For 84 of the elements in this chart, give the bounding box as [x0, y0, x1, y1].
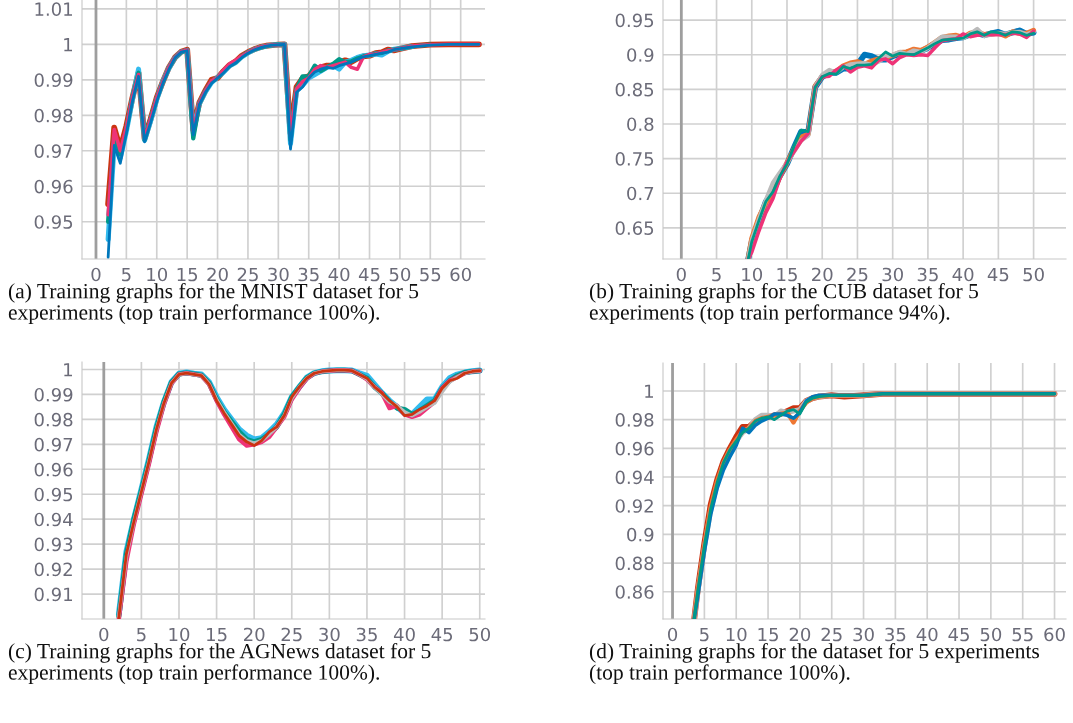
x-tick-label: 60 — [1044, 627, 1065, 642]
x-tick-label: 50 — [980, 627, 1002, 642]
x-tick-label: 35 — [356, 627, 377, 642]
y-tick-label: 0.92 — [615, 499, 653, 513]
x-tick-label: 40 — [393, 627, 415, 642]
y-tick-label: 0.9 — [627, 48, 654, 62]
text: (a) Training graphs for the MNIST dataset for 5 experiments (top train performance 100%). — [8, 283, 419, 325]
x-tick-label: 20 — [244, 627, 265, 642]
x-tick-label: 55 — [1012, 627, 1033, 642]
x-tick-label: 15 — [758, 627, 778, 642]
x-tick-label: 10 — [742, 267, 763, 282]
x-tick-label: 20 — [789, 627, 811, 642]
x-tick-label: 0 — [668, 627, 678, 642]
x-tick-label: 25 — [281, 627, 302, 642]
x-tick-label: 35 — [298, 267, 319, 282]
x-tick-label: 10 — [169, 627, 190, 642]
x-tick-label: 25 — [237, 267, 258, 282]
x-tick-label: 50 — [1023, 267, 1044, 282]
y-tick-label: 0.8 — [627, 117, 654, 132]
x-tick-label: 40 — [952, 267, 974, 282]
x-tick-label: 5 — [712, 267, 721, 282]
y-tick-label: 0.96 — [615, 441, 654, 456]
text: (c) Training graphs for the AGNews dataset for 5 experiments (top train performance 100%). — [8, 643, 431, 685]
x-tick-label: 0 — [99, 627, 109, 642]
y-tick-label: 0.94 — [34, 512, 73, 527]
x-tick-label: 30 — [268, 267, 289, 282]
y-tick-label: 0.99 — [34, 387, 73, 402]
y-tick-label: 1 — [645, 384, 653, 398]
y-tick-label: 0.95 — [615, 13, 654, 28]
x-tick-label: 45 — [358, 267, 380, 282]
x-tick-label: 40 — [916, 627, 938, 642]
y-tick-label: 0.95 — [34, 215, 73, 229]
x-tick-label: 20 — [207, 267, 228, 282]
x-tick-label: 35 — [885, 627, 906, 642]
x-tick-label: 0 — [91, 267, 101, 282]
x-tick-label: 45 — [987, 267, 1009, 282]
text: (b) Training graphs for the CUB dataset for 5 experiments (top train performance 94%). — [589, 283, 979, 325]
x-tick-label: 45 — [948, 627, 969, 642]
y-tick-label: 0.98 — [615, 413, 654, 427]
y-tick-label: 0.97 — [34, 437, 73, 452]
y-tick-label: 0.96 — [34, 179, 73, 194]
y-tick-label: 0.75 — [615, 152, 654, 166]
x-tick-label: 55 — [420, 267, 441, 282]
x-tick-label: 30 — [319, 627, 340, 642]
y-tick-label: 1 — [64, 38, 72, 52]
y-tick-label: 0.93 — [34, 537, 73, 552]
x-tick-label: 60 — [450, 267, 471, 282]
y-tick-label: 1.01 — [35, 2, 72, 16]
y-tick-label: 0.95 — [34, 487, 73, 502]
y-tick-label: 0.7 — [627, 186, 654, 201]
y-tick-label: 0.86 — [615, 585, 654, 599]
x-tick-label: 5 — [122, 267, 131, 282]
x-tick-label: 20 — [812, 267, 833, 282]
y-tick-label: 0.85 — [615, 82, 654, 97]
x-tick-label: 0 — [676, 267, 686, 282]
x-tick-label: 50 — [469, 627, 491, 642]
x-tick-label: 25 — [821, 627, 842, 642]
y-tick-label: 1 — [64, 363, 72, 377]
x-tick-label: 5 — [700, 627, 709, 642]
x-tick-label: 5 — [137, 627, 146, 642]
y-tick-label: 0.96 — [34, 462, 73, 477]
x-tick-label: 45 — [431, 627, 453, 642]
y-tick-label: 0.94 — [615, 470, 654, 485]
y-tick-label: 0.9 — [627, 527, 654, 542]
y-tick-label: 0.88 — [615, 556, 654, 571]
y-tick-label: 0.97 — [34, 144, 73, 158]
x-tick-label: 50 — [389, 267, 411, 282]
x-tick-label: 10 — [147, 267, 168, 282]
x-tick-label: 30 — [853, 627, 874, 642]
y-tick-label: 0.98 — [34, 108, 73, 123]
x-tick-label: 10 — [726, 627, 747, 642]
x-tick-label: 15 — [777, 267, 797, 282]
x-tick-label: 15 — [207, 627, 227, 642]
x-tick-label: 40 — [328, 267, 350, 282]
text: (d) Training graphs for the dataset for 5 experiments (top train performance 100%). — [589, 643, 1040, 685]
y-tick-label: 0.92 — [34, 562, 72, 577]
y-tick-label: 0.65 — [615, 221, 654, 235]
y-tick-label: 0.91 — [34, 587, 72, 602]
x-tick-label: 25 — [847, 267, 868, 282]
x-tick-label: 15 — [177, 267, 198, 282]
y-tick-label: 0.99 — [34, 73, 73, 87]
x-tick-label: 35 — [917, 267, 938, 282]
y-tick-label: 0.98 — [34, 412, 73, 427]
x-tick-label: 30 — [882, 267, 903, 282]
